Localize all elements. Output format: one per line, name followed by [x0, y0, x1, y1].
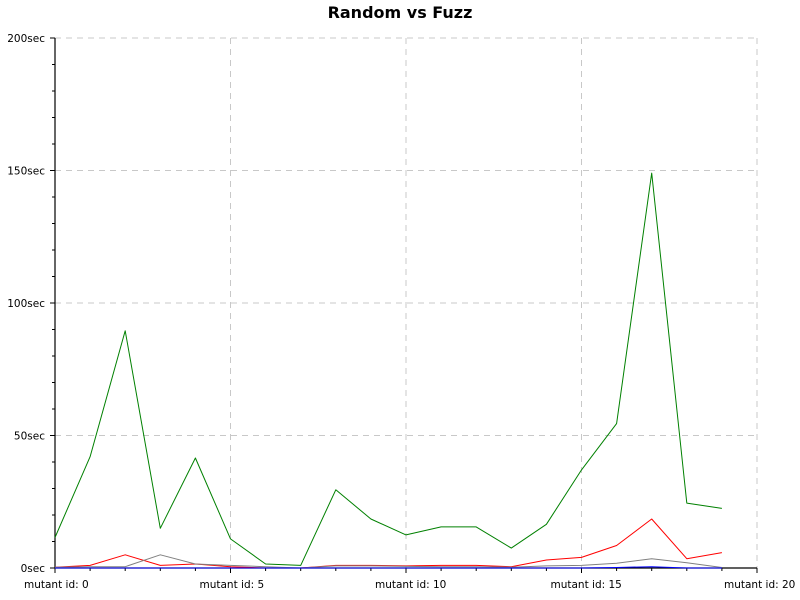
y-tick-label: 200sec [7, 33, 45, 45]
series-lines [54, 172, 722, 569]
y-tick-label: 100sec [7, 298, 45, 310]
x-tick-label: mutant id: 0 [24, 579, 89, 591]
axes [50, 37, 758, 573]
series-line-3 [54, 554, 722, 569]
x-tick-label: mutant id: 10 [375, 579, 446, 591]
series-line-1 [54, 172, 722, 566]
tick-labels: 0sec 50sec 100sec 150sec 200sec mutant id: 0 m… [7, 33, 795, 591]
grid-lines [55, 37, 758, 568]
series-line-4 [55, 566, 722, 569]
y-tick-label: 0sec [21, 563, 46, 575]
series-line-2 [54, 518, 722, 569]
y-tick-label: 150sec [7, 166, 45, 178]
x-tick-label: mutant id: 15 [551, 579, 622, 591]
chart-title: Random vs Fuzz [328, 3, 473, 22]
y-tick-label: 50sec [14, 431, 45, 443]
x-tick-label: mutant id: 20 [724, 579, 795, 591]
x-tick-label: mutant id: 5 [200, 579, 265, 591]
